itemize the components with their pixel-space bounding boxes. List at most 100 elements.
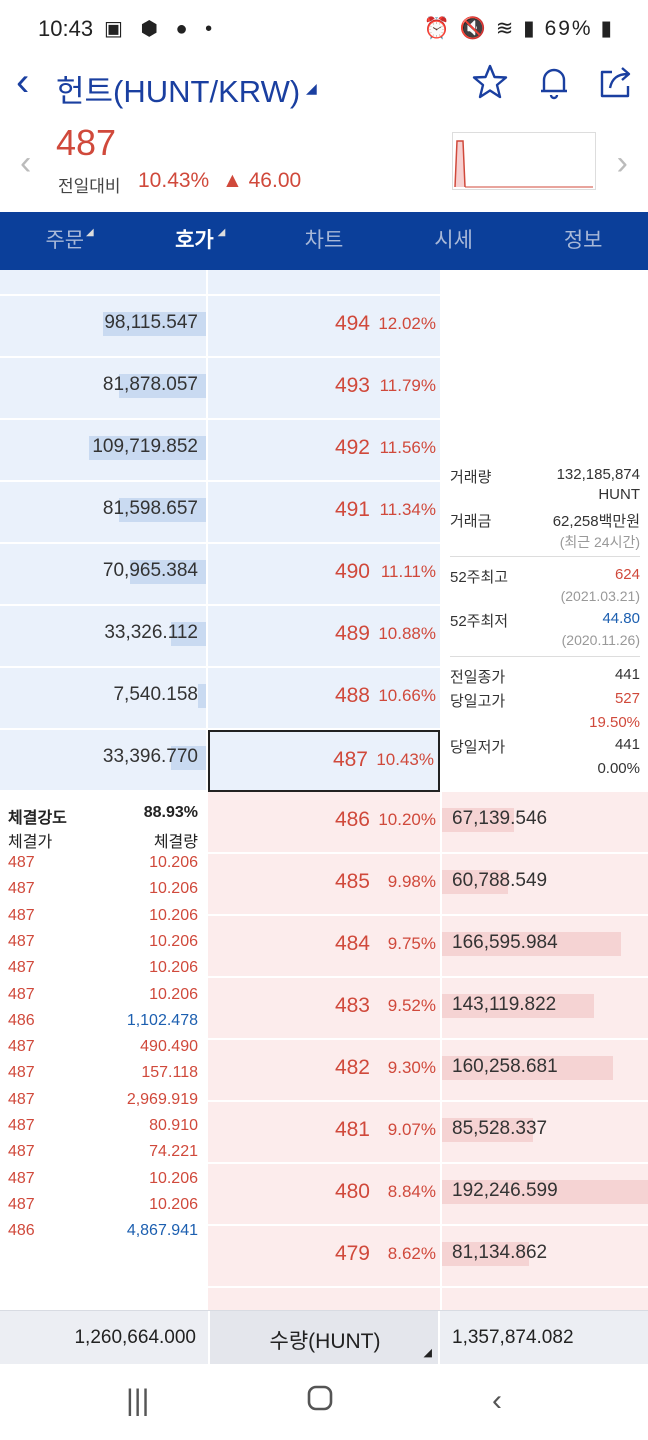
bid-price-cell[interactable]: 480 8.84% — [208, 1164, 440, 1225]
ask-price-cell[interactable]: 489 10.88% — [208, 606, 440, 667]
bid-price: 480 — [334, 1180, 370, 1203]
notification-icons: ▣ ⬢ ● • — [104, 18, 219, 40]
page-title[interactable]: 헌트(HUNT/KRW) — [56, 74, 301, 109]
bid-row[interactable]: 482 9.30% 160,258.681 — [208, 1040, 648, 1102]
unit-selector[interactable]: 수량(HUNT) ◢ — [208, 1311, 440, 1365]
bid-price: 486 — [334, 808, 370, 831]
ask-price-cell[interactable]: 494 12.02% — [208, 296, 440, 357]
tab-orderbook-label: 호가 — [175, 229, 214, 252]
bid-volume-bar — [442, 994, 594, 1018]
ask-row[interactable]: 109,719.852 492 11.56% — [0, 420, 440, 482]
ask-price-cell[interactable]: 493 11.79% — [208, 358, 440, 419]
bid-price-cell[interactable]: 485 9.98% — [208, 854, 440, 915]
ask-row[interactable]: 33,396.770 487 10.43% — [0, 730, 440, 792]
prev-coin-chevron-icon[interactable]: ‹ — [20, 144, 32, 182]
tab-market[interactable]: 시세 — [389, 212, 519, 270]
trade-qty: 10.206 — [149, 906, 198, 924]
back-icon[interactable]: ‹ — [16, 60, 30, 104]
ask-row[interactable]: 7,540.158 488 10.66% — [0, 668, 440, 730]
ask-volume-bar — [171, 746, 206, 770]
tab-market-label: 시세 — [434, 229, 473, 252]
bid-price-cell[interactable]: 486 10.20% — [208, 792, 440, 853]
share-icon[interactable] — [596, 62, 636, 102]
trade-qty: 4,867.941 — [126, 1222, 198, 1240]
bid-price-cell[interactable]: 479 8.62% — [208, 1226, 440, 1287]
ask-price-cell[interactable]: 487 10.43% — [208, 730, 440, 792]
ask-price-cell[interactable]: 491 11.34% — [208, 482, 440, 543]
bid-row[interactable]: 479 8.62% 81,134.862 — [208, 1226, 648, 1288]
ask-price-cell[interactable]: 488 10.66% — [208, 668, 440, 729]
trade-qty: 10.206 — [149, 880, 198, 898]
trade-row: 487 157.118 — [0, 1064, 206, 1090]
ask-row[interactable]: 98,115.547 494 12.02% — [0, 296, 440, 358]
system-nav-bar: ||| ‹ — [0, 1364, 648, 1440]
favorite-star-icon[interactable] — [470, 62, 510, 102]
recent-apps-icon[interactable]: ||| — [126, 1384, 150, 1417]
amount-label: 거래금 — [450, 513, 492, 530]
bid-volume: 67,139.546 — [452, 808, 548, 829]
ask-price-cell[interactable]: 492 11.56% — [208, 420, 440, 481]
amount-value: 62,258백만원 — [552, 513, 640, 530]
bid-row[interactable]: 486 10.20% 67,139.546 — [208, 792, 648, 854]
bid-change-pct: 8.62% — [387, 1244, 436, 1263]
ask-volume: 98,115.547 — [104, 312, 198, 333]
ask-price: 492 — [334, 436, 370, 459]
trade-price: 486 — [8, 1222, 35, 1240]
ask-change-pct: 10.43% — [376, 750, 434, 769]
trade-row: 487 74.221 — [0, 1143, 206, 1169]
bid-price-cell[interactable]: 482 9.30% — [208, 1040, 440, 1101]
bid-volume-cell: 85,528.337 — [442, 1102, 648, 1163]
order-book[interactable]: 98,115.547 494 12.02% 81,878.057 493 11.79% 10… — [0, 270, 648, 1310]
ask-row[interactable]: 70,965.384 490 11.11% — [0, 544, 440, 606]
ask-row[interactable]: 33,326.112 489 10.88% — [0, 606, 440, 668]
tab-bar: 주문 ◢ 호가 ◢ 차트 시세 정보 — [0, 212, 648, 270]
ask-price-cell[interactable]: 490 11.11% — [208, 544, 440, 605]
bid-price-cell[interactable]: 484 9.75% — [208, 916, 440, 977]
tab-orderbook[interactable]: 호가 ◢ — [130, 212, 260, 270]
bell-icon[interactable] — [534, 62, 574, 102]
prev-close-value: 441 — [614, 666, 640, 683]
bid-change-pct: 9.30% — [387, 1058, 436, 1077]
ask-volume-bar — [89, 436, 206, 460]
tab-order[interactable]: 주문 ◢ — [0, 212, 130, 270]
tab-info[interactable]: 정보 — [518, 212, 648, 270]
next-coin-chevron-icon[interactable]: › — [616, 144, 628, 182]
coin-selector-caret-icon[interactable]: ◢ — [306, 80, 317, 96]
change-amount: ▲ 46.00 — [222, 169, 302, 192]
trade-qty: 80.910 — [149, 1117, 198, 1134]
bid-row[interactable]: 480 8.84% 192,246.599 — [208, 1164, 648, 1226]
signal-icon: ▮ — [523, 17, 537, 40]
day-low-value: 441 — [614, 736, 640, 753]
battery-icon: ▮ — [600, 17, 614, 40]
bid-row[interactable]: 483 9.52% 143,119.822 — [208, 978, 648, 1040]
tab-chart[interactable]: 차트 — [259, 212, 389, 270]
ask-row[interactable]: 81,598.657 491 11.34% — [0, 482, 440, 544]
ask-row-partial — [0, 270, 440, 296]
trade-qty: 490.490 — [140, 1038, 198, 1056]
trade-row: 487 490.490 — [0, 1038, 206, 1064]
trade-qty: 10.206 — [149, 1169, 198, 1187]
bid-change-pct: 9.98% — [387, 872, 436, 891]
trade-qty: 10.206 — [149, 959, 198, 977]
total-ask-volume: 1,260,664.000 — [74, 1327, 196, 1348]
alarm-icon: ⏰ — [423, 17, 452, 40]
high52-date: (2021.03.21) — [560, 588, 640, 604]
trade-qty: 2,969.919 — [126, 1090, 198, 1108]
ask-row[interactable]: 81,878.057 493 11.79% — [0, 358, 440, 420]
home-icon[interactable] — [306, 1384, 334, 1420]
bid-row[interactable]: 481 9.07% 85,528.337 — [208, 1102, 648, 1164]
trade-price: 487 — [8, 1195, 35, 1213]
bid-row[interactable]: 484 9.75% 166,595.984 — [208, 916, 648, 978]
bid-price-cell[interactable]: 483 9.52% — [208, 978, 440, 1039]
price-summary: ‹ 487 전일대비 10.43% ▲ 46.00 › — [0, 116, 648, 212]
trade-row: 486 4,867.941 — [0, 1222, 206, 1248]
trade-qty: 10.206 — [149, 854, 198, 871]
bid-volume-cell: 81,134.862 — [442, 1226, 648, 1287]
mini-chart[interactable] — [452, 132, 596, 190]
bid-row[interactable]: 485 9.98% 60,788.549 — [208, 854, 648, 916]
nav-back-icon[interactable]: ‹ — [492, 1384, 502, 1417]
ask-change-pct: 10.66% — [378, 686, 436, 705]
ask-volume-cell: 7,540.158 — [0, 668, 206, 729]
bid-price-cell[interactable]: 481 9.07% — [208, 1102, 440, 1163]
low52-date: (2020.11.26) — [561, 632, 640, 648]
